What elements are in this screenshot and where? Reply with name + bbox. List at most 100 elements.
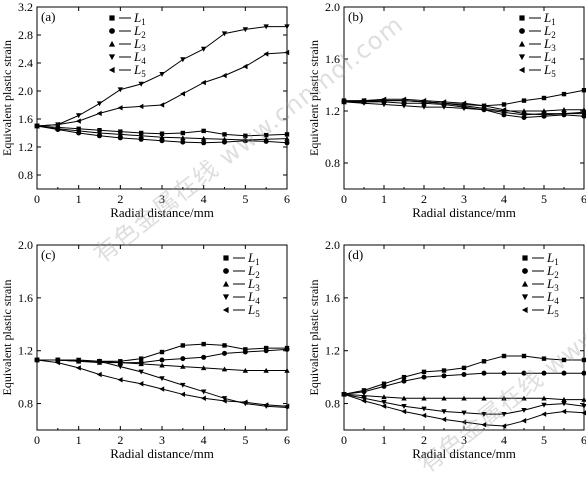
x-tick-label: 2 xyxy=(117,192,123,206)
x-tick-label: 5 xyxy=(242,433,248,447)
legend-label-subscript: 2 xyxy=(551,30,556,40)
y-tick-label: 1.2 xyxy=(325,344,340,358)
series-L5 xyxy=(34,50,289,129)
y-tick-label: 2.8 xyxy=(18,28,33,42)
legend-label-subscript: 5 xyxy=(551,69,556,79)
x-tick-label: 2 xyxy=(421,192,427,206)
legend-label-subscript: 3 xyxy=(255,283,260,293)
data-point xyxy=(522,371,527,376)
data-point xyxy=(264,348,269,353)
data-point xyxy=(441,417,446,422)
data-point xyxy=(76,118,81,123)
data-point xyxy=(243,64,248,69)
data-point xyxy=(502,102,506,106)
data-point xyxy=(522,354,526,358)
data-point xyxy=(201,355,206,360)
data-point xyxy=(159,72,164,77)
data-point xyxy=(541,411,546,416)
legend-label-subscript: 4 xyxy=(554,296,559,306)
data-point xyxy=(201,80,206,85)
data-point xyxy=(285,347,290,352)
legend-marker xyxy=(522,281,528,287)
y-axis-label: Equivalent plastic strain xyxy=(307,280,321,396)
x-tick-label: 5 xyxy=(541,192,547,206)
data-point xyxy=(502,354,506,358)
y-axis-label: Equivalent plastic strain xyxy=(0,280,14,396)
data-point xyxy=(582,358,586,362)
y-tick-label: 1.6 xyxy=(325,291,340,305)
data-point xyxy=(263,51,268,56)
x-tick-label: 1 xyxy=(76,433,82,447)
data-point xyxy=(180,140,185,145)
panel-label: (b) xyxy=(348,9,363,24)
data-point xyxy=(422,370,426,374)
data-point xyxy=(201,342,205,346)
data-point xyxy=(382,384,387,389)
legend-label-subscript: 3 xyxy=(551,43,556,53)
legend-marker xyxy=(519,54,525,60)
data-point xyxy=(97,111,102,116)
x-tick-label: 6 xyxy=(284,192,290,206)
legend-label-subscript: 5 xyxy=(554,309,559,319)
data-point xyxy=(180,356,185,361)
series-L3 xyxy=(341,392,586,402)
x-tick-label: 0 xyxy=(34,192,40,206)
data-point xyxy=(542,356,546,360)
x-tick-label: 4 xyxy=(201,433,207,447)
y-tick-label: 2.0 xyxy=(18,84,33,98)
legend-label-subscript: 1 xyxy=(554,257,559,267)
y-tick-label: 2.0 xyxy=(325,0,340,14)
data-point xyxy=(462,366,466,370)
y-tick-label: 1.6 xyxy=(325,52,340,66)
data-point xyxy=(421,413,426,418)
data-point xyxy=(181,131,185,135)
y-tick-label: 3.2 xyxy=(18,0,33,14)
x-axis-label: Radial distance/mm xyxy=(110,205,214,220)
data-point xyxy=(222,351,227,356)
x-tick-label: 2 xyxy=(117,433,123,447)
data-point xyxy=(561,409,566,414)
x-tick-label: 3 xyxy=(159,433,165,447)
data-point xyxy=(97,101,102,106)
legend-marker xyxy=(109,41,115,47)
legend-marker xyxy=(223,281,229,287)
legend-label-subscript: 4 xyxy=(141,56,146,66)
legend-label-subscript: 2 xyxy=(255,270,260,280)
legend-marker xyxy=(109,15,114,20)
y-tick-label: 0.8 xyxy=(325,397,340,411)
x-tick-label: 3 xyxy=(461,192,467,206)
data-point xyxy=(159,102,164,107)
data-point xyxy=(201,129,205,133)
legend-marker xyxy=(109,54,115,60)
legend-label-subscript: 3 xyxy=(554,283,559,293)
legend-label-subscript: 4 xyxy=(551,56,556,66)
data-point xyxy=(542,371,547,376)
panel-label: (d) xyxy=(348,247,363,262)
legend-label-subscript: 1 xyxy=(255,257,260,267)
data-point xyxy=(522,98,526,102)
y-axis-label: Equivalent plastic strain xyxy=(307,40,321,156)
data-point xyxy=(201,396,206,401)
x-tick-label: 0 xyxy=(34,433,40,447)
x-tick-label: 6 xyxy=(581,192,586,206)
data-point xyxy=(562,358,566,362)
y-tick-label: 0.8 xyxy=(18,397,33,411)
data-point xyxy=(181,343,185,347)
data-point xyxy=(118,377,123,382)
data-point xyxy=(502,371,507,376)
data-point xyxy=(482,359,486,363)
data-point xyxy=(442,368,446,372)
panel-label: (c) xyxy=(41,247,55,262)
legend-label-subscript: 4 xyxy=(255,296,260,306)
data-point xyxy=(180,57,185,62)
y-tick-label: 2.0 xyxy=(18,238,33,252)
legend-marker xyxy=(522,268,528,274)
legend-marker xyxy=(223,307,229,313)
data-point xyxy=(76,113,81,118)
data-point xyxy=(562,92,566,96)
